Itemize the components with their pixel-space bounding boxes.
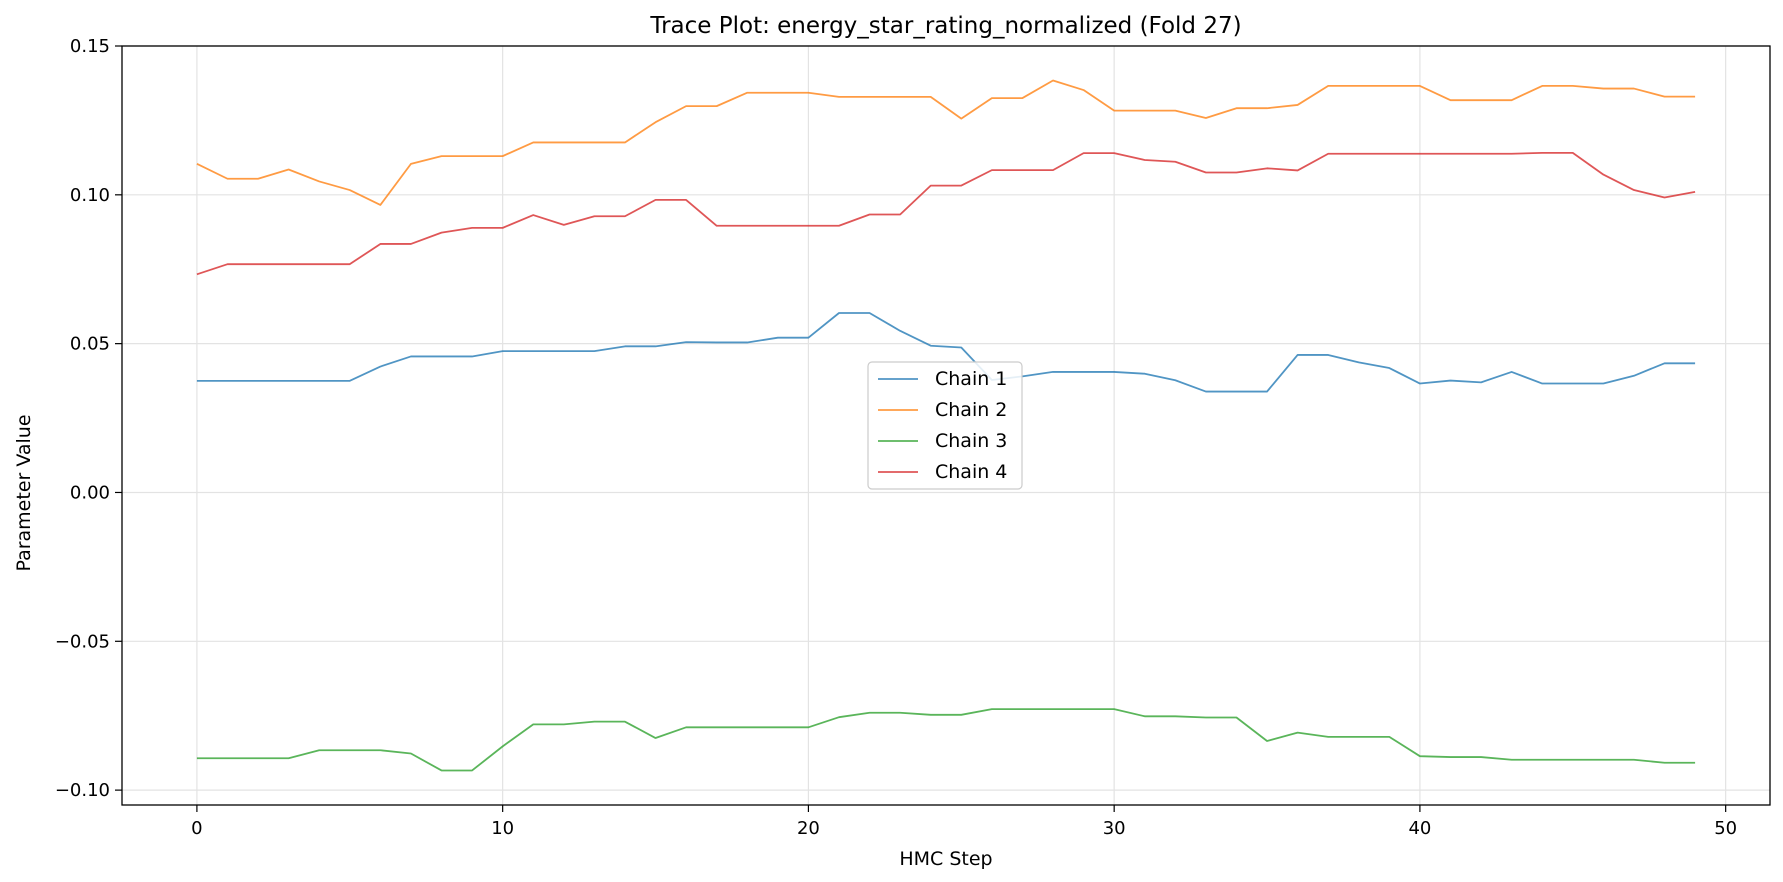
x-tick-label: 0 — [191, 818, 202, 839]
legend-label-chain-2: Chain 2 — [935, 399, 1007, 421]
series-line-chain-4 — [196, 151, 1696, 276]
y-tick-label: 0.15 — [70, 36, 110, 57]
y-tick-label: 0.00 — [70, 482, 110, 503]
y-tick-label: −0.10 — [55, 780, 110, 801]
x-tick-label: 40 — [1408, 818, 1431, 839]
x-axis-title: HMC Step — [899, 848, 992, 870]
y-tick-label: 0.10 — [70, 185, 110, 206]
x-tick-label: 20 — [797, 818, 820, 839]
y-axis-title: Parameter Value — [13, 414, 35, 571]
legend-label-chain-3: Chain 3 — [935, 430, 1007, 452]
series-line-chain-3 — [196, 708, 1696, 772]
x-tick-label: 10 — [491, 818, 514, 839]
x-axis: 0 10 20 30 40 50 — [191, 805, 1737, 839]
y-tick-label: 0.05 — [70, 334, 110, 355]
legend: Chain 1 Chain 2 Chain 3 Chain 4 — [867, 361, 1023, 490]
legend-label-chain-4: Chain 4 — [935, 461, 1007, 483]
x-tick-label: 30 — [1103, 818, 1126, 839]
legend-label-chain-1: Chain 1 — [935, 368, 1007, 390]
y-axis: −0.10 −0.05 0.00 0.05 0.10 0.15 — [55, 36, 122, 801]
series-line-chain-2 — [196, 79, 1696, 206]
series-line-chain-1 — [196, 312, 1696, 393]
plot-frame — [121, 45, 1771, 806]
series-lines — [196, 79, 1696, 772]
legend-box — [867, 361, 1023, 490]
y-tick-label: −0.05 — [55, 631, 110, 652]
x-tick-label: 50 — [1714, 818, 1737, 839]
chart-title: Trace Plot: energy_star_rating_normalize… — [649, 13, 1241, 39]
